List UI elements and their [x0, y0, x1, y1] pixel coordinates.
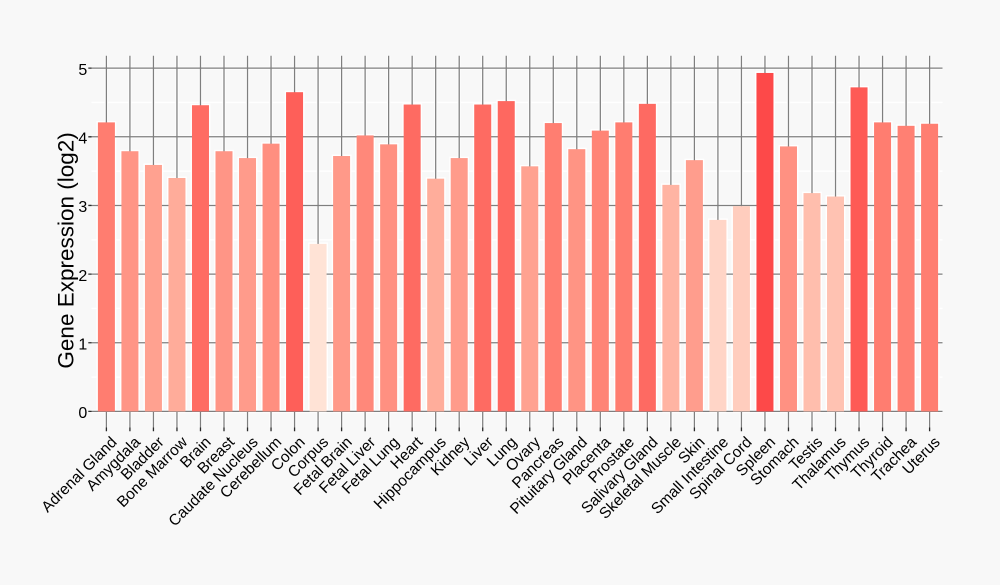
svg-text:Gene Expression (log2): Gene Expression (log2) — [54, 132, 79, 368]
svg-text:2: 2 — [78, 268, 87, 285]
svg-text:4: 4 — [78, 131, 87, 148]
svg-text:3: 3 — [78, 199, 87, 216]
svg-text:0: 0 — [78, 405, 87, 422]
svg-text:5: 5 — [78, 62, 87, 79]
svg-text:1: 1 — [78, 336, 87, 353]
